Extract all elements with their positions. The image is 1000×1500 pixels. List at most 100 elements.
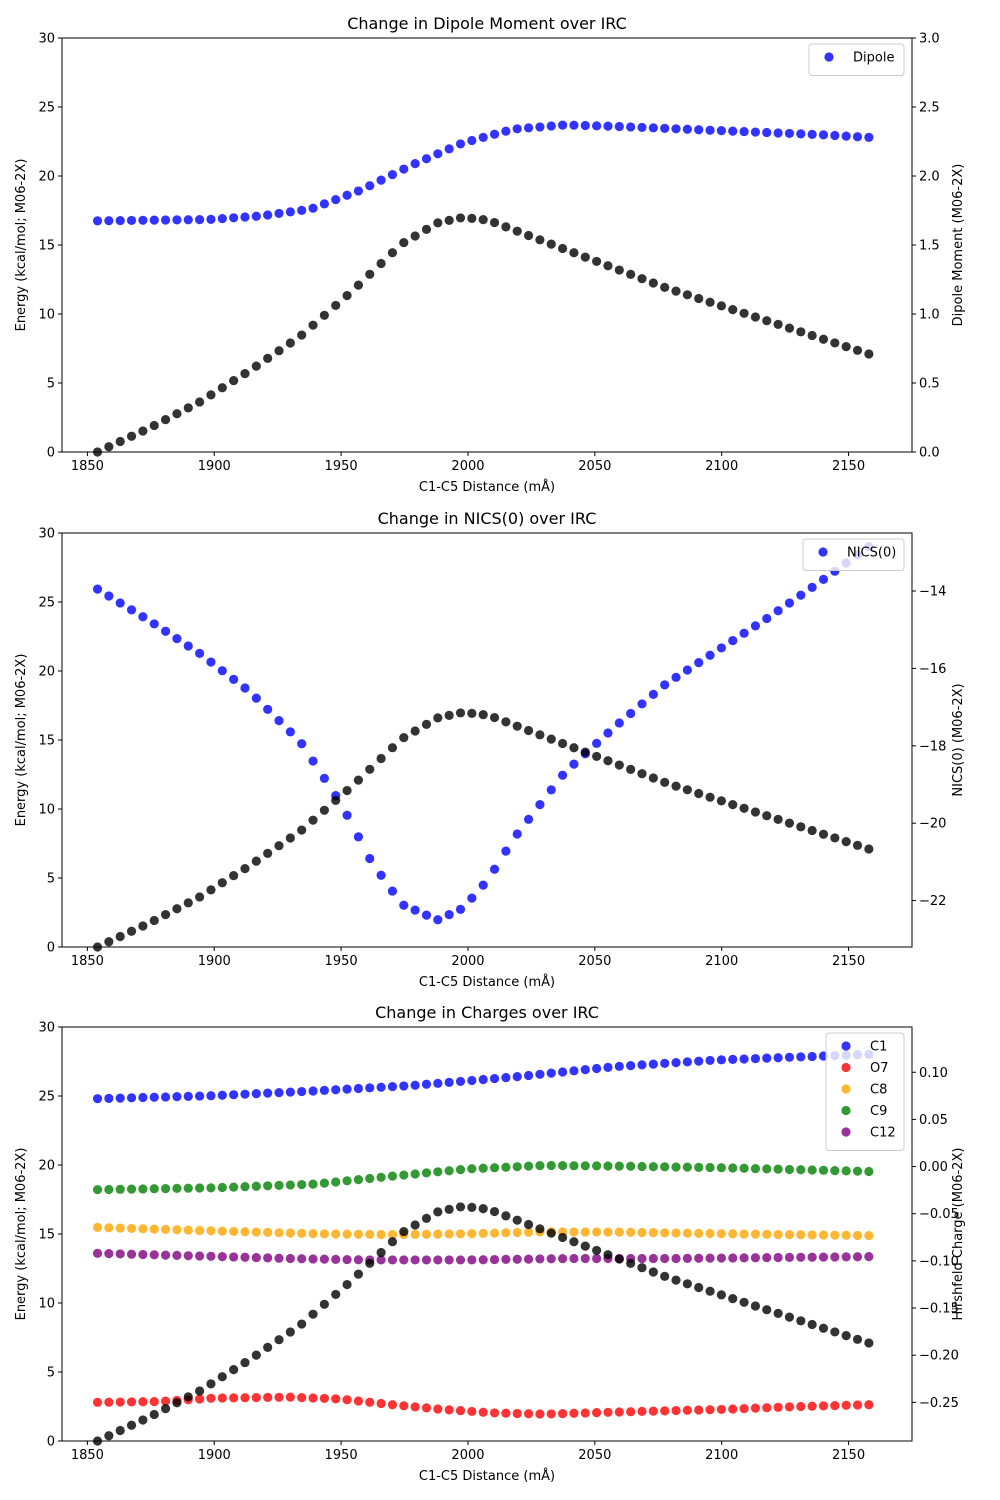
data-point — [818, 1252, 829, 1262]
data-point — [149, 215, 159, 225]
data-point — [319, 1299, 329, 1309]
chart-panel-3: Change in Charges over IRC 1850 1900 1950 20… — [14, 1003, 966, 1484]
data-point — [217, 1226, 227, 1236]
data-point — [694, 1228, 704, 1238]
data-point — [807, 1319, 817, 1330]
data-point — [353, 775, 364, 785]
data-point — [331, 1254, 341, 1264]
y-tick-label: 20 — [38, 665, 55, 680]
data-point — [660, 123, 670, 133]
data-point — [410, 905, 420, 915]
data-point — [138, 215, 148, 225]
data-point — [308, 756, 318, 766]
data-point — [818, 130, 829, 140]
data-point — [830, 1230, 840, 1240]
y2-tick-label: −14 — [919, 585, 946, 600]
data-point — [478, 1255, 488, 1265]
x-tick-label: 2050 — [578, 459, 611, 474]
data-point — [467, 1229, 477, 1239]
data-point — [603, 1407, 613, 1417]
data-point — [206, 1226, 216, 1236]
data-point — [660, 1058, 670, 1068]
data-point — [195, 892, 205, 902]
data-point — [126, 1249, 137, 1259]
y-axis-label: Energy (kcal/mol; M06-2X) — [14, 654, 29, 827]
data-point — [172, 904, 182, 914]
data-point — [138, 426, 148, 436]
data-point — [648, 123, 658, 133]
data-point — [864, 1338, 874, 1348]
data-point — [807, 330, 817, 341]
data-point — [716, 301, 727, 311]
data-point — [557, 1254, 568, 1264]
data-point — [433, 218, 443, 228]
data-point — [512, 124, 522, 134]
data-point — [523, 1409, 534, 1419]
data-point — [365, 1173, 375, 1184]
data-point — [297, 1392, 307, 1403]
data-point — [149, 1184, 159, 1194]
data-point — [784, 1164, 795, 1175]
y2-tick-label: 0.10 — [919, 1066, 948, 1081]
data-point — [240, 1357, 250, 1368]
data-point — [671, 1058, 681, 1068]
data-point — [535, 122, 545, 132]
data-point — [546, 1228, 556, 1238]
data-point — [773, 1164, 783, 1174]
data-point — [818, 1323, 829, 1333]
data-point — [160, 1092, 171, 1102]
data-point — [682, 124, 692, 134]
data-point — [172, 1183, 182, 1193]
legend-label: NICS(0) — [847, 546, 896, 561]
data-point — [739, 308, 749, 318]
x-tick-label: 2050 — [578, 954, 611, 969]
data-point — [716, 1404, 727, 1415]
data-point — [206, 1393, 216, 1403]
y2-tick-label: 2.0 — [919, 170, 940, 185]
data-point — [172, 1092, 182, 1102]
data-point — [467, 213, 477, 223]
data-point — [523, 1070, 534, 1081]
legend-label: C8 — [870, 1083, 887, 1098]
data-point — [535, 1069, 545, 1079]
data-point — [172, 215, 182, 225]
data-point — [807, 1252, 817, 1262]
data-point — [535, 730, 545, 740]
data-point — [694, 1253, 704, 1263]
data-point — [773, 1252, 783, 1263]
data-point — [319, 805, 329, 815]
x-axis-label: C1-C5 Distance (mÅ) — [419, 1468, 555, 1484]
data-point — [682, 1405, 692, 1415]
data-point — [728, 1404, 738, 1414]
data-point — [433, 1255, 443, 1265]
data-point — [796, 1401, 806, 1412]
data-point — [126, 1420, 137, 1430]
data-point — [852, 1334, 863, 1344]
data-point — [183, 403, 193, 413]
data-point — [115, 1397, 125, 1407]
chart-title: Change in Dipole Moment over IRC — [347, 14, 627, 33]
data-point — [557, 770, 568, 780]
data-point — [716, 643, 727, 653]
data-point — [285, 207, 295, 217]
data-point — [342, 190, 352, 200]
y-tick-label: 20 — [38, 170, 55, 185]
data-point — [796, 129, 806, 139]
data-point — [592, 1253, 602, 1264]
data-point — [728, 1054, 738, 1065]
data-point — [387, 1171, 398, 1181]
data-point — [115, 1223, 125, 1233]
data-point — [138, 1415, 148, 1425]
data-point — [160, 1403, 171, 1414]
data-point — [512, 1215, 522, 1225]
data-point — [92, 1248, 103, 1258]
data-point — [852, 345, 863, 355]
data-point — [126, 1184, 137, 1194]
data-point — [138, 1184, 148, 1194]
data-point — [376, 1082, 386, 1092]
data-point — [818, 1165, 829, 1175]
data-point — [750, 312, 761, 322]
data-point — [229, 1226, 239, 1237]
data-point — [739, 1229, 749, 1239]
data-point — [784, 128, 795, 139]
